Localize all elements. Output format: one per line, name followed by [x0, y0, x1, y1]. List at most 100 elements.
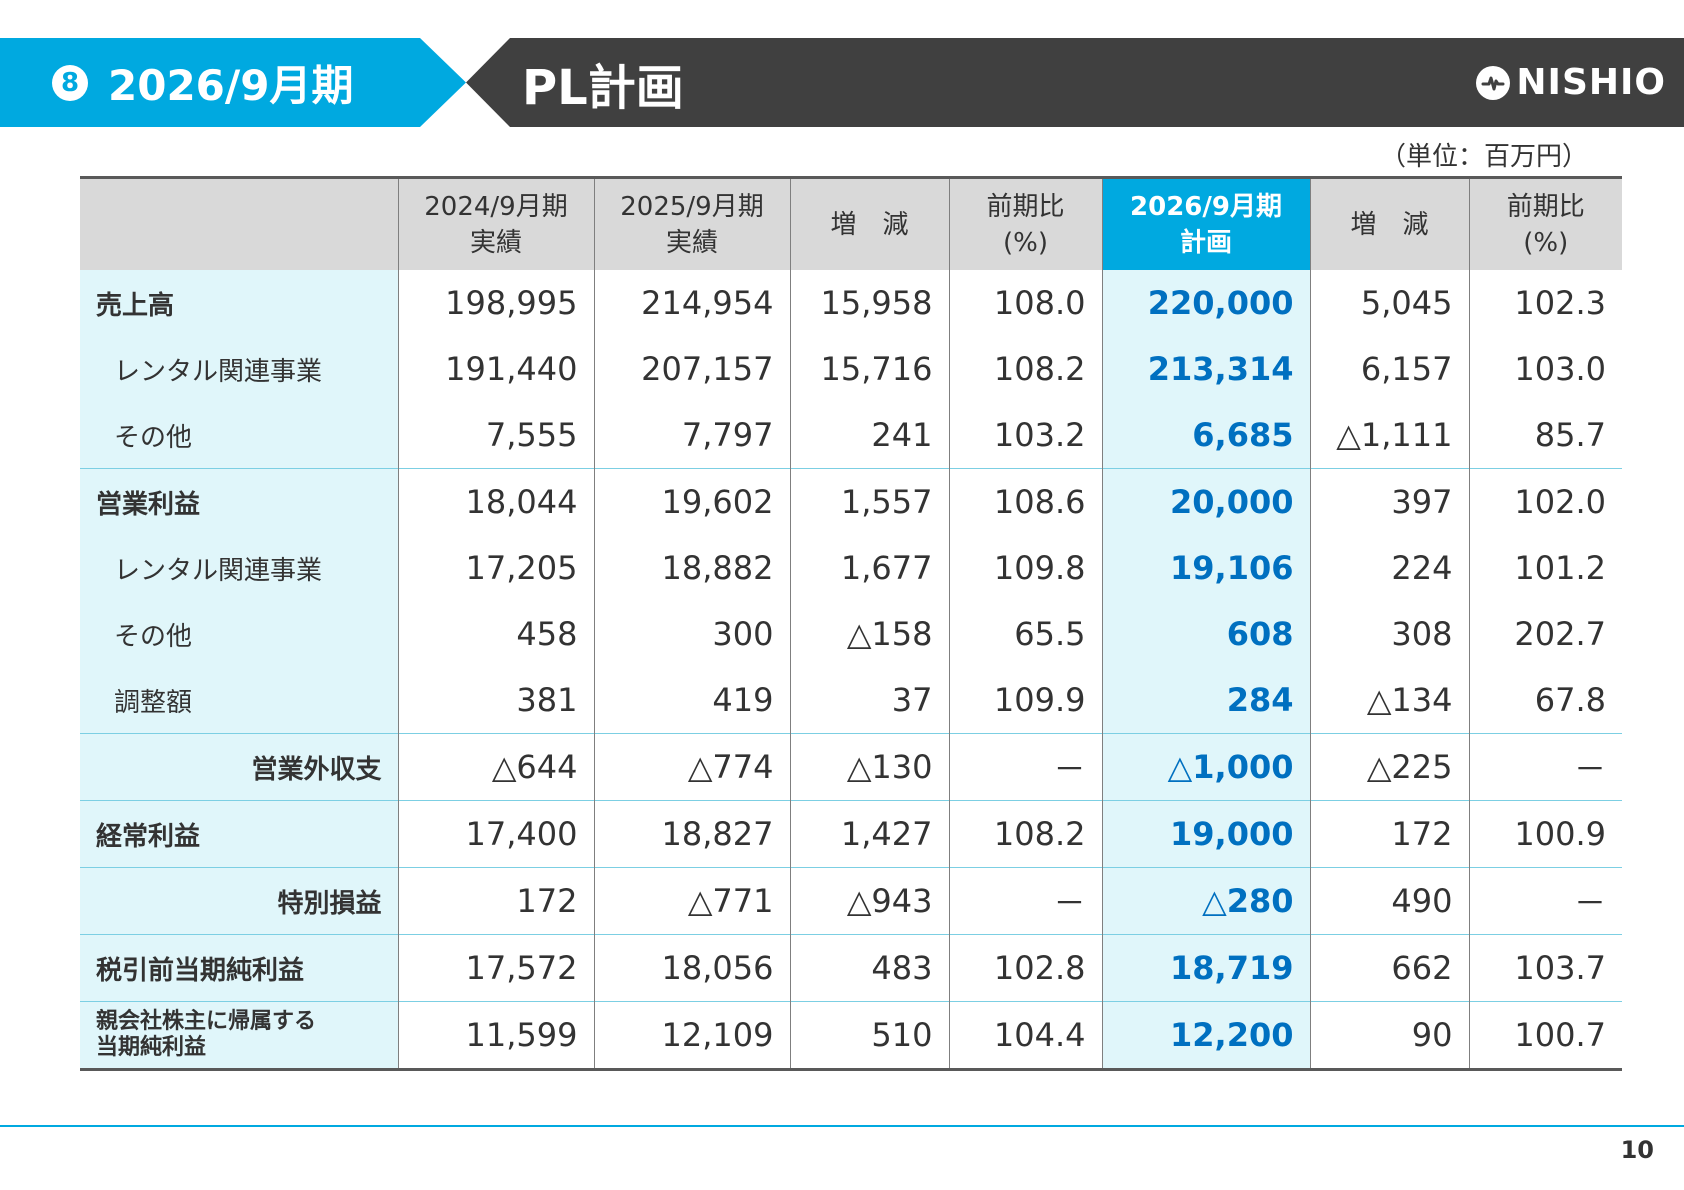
cell-value: △1,111 [1309, 402, 1469, 469]
cell-value: 67.8 [1468, 667, 1622, 734]
cell-value: 103.0 [1468, 336, 1622, 402]
row-label: レンタル関連事業 [80, 336, 398, 402]
cell-value: 5,045 [1309, 270, 1469, 336]
header-cell-label [80, 176, 398, 270]
cell-value: 224 [1309, 535, 1469, 601]
row-label: その他 [80, 601, 398, 667]
cell-value: 172 [397, 867, 594, 935]
cell-plan-value: △1,000 [1101, 733, 1310, 801]
logo-text: NISHIO [1516, 62, 1666, 103]
row-label: 税引前当期純利益 [80, 934, 398, 1002]
row-label: 調整額 [80, 667, 398, 734]
cell-value: 102.8 [948, 934, 1102, 1002]
cell-value: 198,995 [397, 270, 594, 336]
header-bar [0, 38, 1684, 127]
cell-value: 18,827 [593, 800, 790, 868]
cell-value: △130 [789, 733, 949, 801]
cell-plan-value: 608 [1101, 601, 1310, 667]
cell-value: 104.4 [948, 1001, 1102, 1071]
cell-value: 109.8 [948, 535, 1102, 601]
row-label: その他 [80, 402, 398, 469]
header-shapes [0, 38, 1684, 127]
cell-value: 1,427 [789, 800, 949, 868]
section-label: 8 2026/9月期 [52, 38, 353, 127]
cell-value: 7,555 [397, 402, 594, 469]
cell-value: △771 [593, 867, 790, 935]
header-cell-yoy-2: 前期比 (%) [1468, 176, 1622, 270]
cell-value: 490 [1309, 867, 1469, 935]
pl-plan-table: 2024/9月期 実績 2025/9月期 実績 増 減 前期比 (%) 2026/9月… [80, 176, 1622, 1071]
page-number: 10 [1620, 1136, 1654, 1164]
row-pretax-profit: 税引前当期純利益 17,572 18,056 483 102.8 18,719 … [80, 934, 1622, 1002]
cell-value: △774 [593, 733, 790, 801]
row-net-sales: 売上高 198,995 214,954 15,958 108.0 220,000… [80, 270, 1622, 336]
cell-plan-value: 6,685 [1101, 402, 1310, 469]
cell-value: 65.5 [948, 601, 1102, 667]
cell-plan-value: 213,314 [1101, 336, 1310, 402]
row-ordinary-profit: 経常利益 17,400 18,827 1,427 108.2 19,000 17… [80, 800, 1622, 868]
cell-value: 37 [789, 667, 949, 734]
cell-value: 381 [397, 667, 594, 734]
cell-value: 103.7 [1468, 934, 1622, 1002]
row-net-profit-parent: 親会社株主に帰属する 当期純利益 11,599 12,109 510 104.4 … [80, 1001, 1622, 1071]
cell-value: 12,109 [593, 1001, 790, 1071]
row-sales-other: その他 7,555 7,797 241 103.2 6,685 △1,111 8… [80, 402, 1622, 469]
section-period: 2026/9月期 [108, 61, 354, 110]
cell-value: － [1468, 733, 1622, 801]
cell-value: 1,557 [789, 468, 949, 535]
cell-value: 108.2 [948, 800, 1102, 868]
row-label: 営業外収支 [80, 733, 398, 801]
row-operating-profit: 営業利益 18,044 19,602 1,557 108.6 20,000 39… [80, 468, 1622, 535]
cell-value: 103.2 [948, 402, 1102, 469]
cell-value: 1,677 [789, 535, 949, 601]
cell-value: 11,599 [397, 1001, 594, 1071]
header-cell-fy2025: 2025/9月期 実績 [593, 176, 790, 270]
cell-value: 19,602 [593, 468, 790, 535]
cell-plan-value: 284 [1101, 667, 1310, 734]
header-cell-fy2024: 2024/9月期 実績 [397, 176, 594, 270]
cell-value: 207,157 [593, 336, 790, 402]
cell-value: 172 [1309, 800, 1469, 868]
cell-value: △943 [789, 867, 949, 935]
cell-value: △225 [1309, 733, 1469, 801]
cell-value: 18,056 [593, 934, 790, 1002]
row-label: 営業利益 [80, 468, 398, 535]
row-label: 経常利益 [80, 800, 398, 868]
header-cell-change-1: 増 減 [789, 176, 949, 270]
cell-value: 17,572 [397, 934, 594, 1002]
row-label: 親会社株主に帰属する 当期純利益 [80, 1001, 398, 1071]
cell-value: 483 [789, 934, 949, 1002]
cell-value: － [948, 733, 1102, 801]
cell-value: 100.9 [1468, 800, 1622, 868]
cell-plan-value: 12,200 [1101, 1001, 1310, 1071]
cell-value: － [948, 867, 1102, 935]
cell-value: － [1468, 867, 1622, 935]
row-non-operating: 営業外収支 △644 △774 △130 － △1,000 △225 － [80, 733, 1622, 801]
cell-value: 15,716 [789, 336, 949, 402]
cell-value: 300 [593, 601, 790, 667]
cell-value: 15,958 [789, 270, 949, 336]
cell-value: 108.0 [948, 270, 1102, 336]
row-extraordinary: 特別損益 172 △771 △943 － △280 490 － [80, 867, 1622, 935]
cell-plan-value: 19,000 [1101, 800, 1310, 868]
cell-value: 7,797 [593, 402, 790, 469]
cell-value: 109.9 [948, 667, 1102, 734]
table-header-row: 2024/9月期 実績 2025/9月期 実績 増 減 前期比 (%) 2026/9月… [80, 176, 1622, 270]
cell-value: 18,044 [397, 468, 594, 535]
cell-value: 102.3 [1468, 270, 1622, 336]
row-label: 特別損益 [80, 867, 398, 935]
cell-value: 102.0 [1468, 468, 1622, 535]
cell-value: 108.2 [948, 336, 1102, 402]
cell-value: 17,400 [397, 800, 594, 868]
cell-value: 241 [789, 402, 949, 469]
row-label: レンタル関連事業 [80, 535, 398, 601]
cell-plan-value: 18,719 [1101, 934, 1310, 1002]
cell-plan-value: 220,000 [1101, 270, 1310, 336]
cell-value: 397 [1309, 468, 1469, 535]
logo-mark-icon [1476, 65, 1511, 100]
unit-label: （単位：百万円） [1379, 142, 1588, 172]
page-title: PL計画 [522, 59, 684, 116]
row-label: 売上高 [80, 270, 398, 336]
cell-value: 202.7 [1468, 601, 1622, 667]
section-number-badge: 8 [52, 64, 88, 101]
